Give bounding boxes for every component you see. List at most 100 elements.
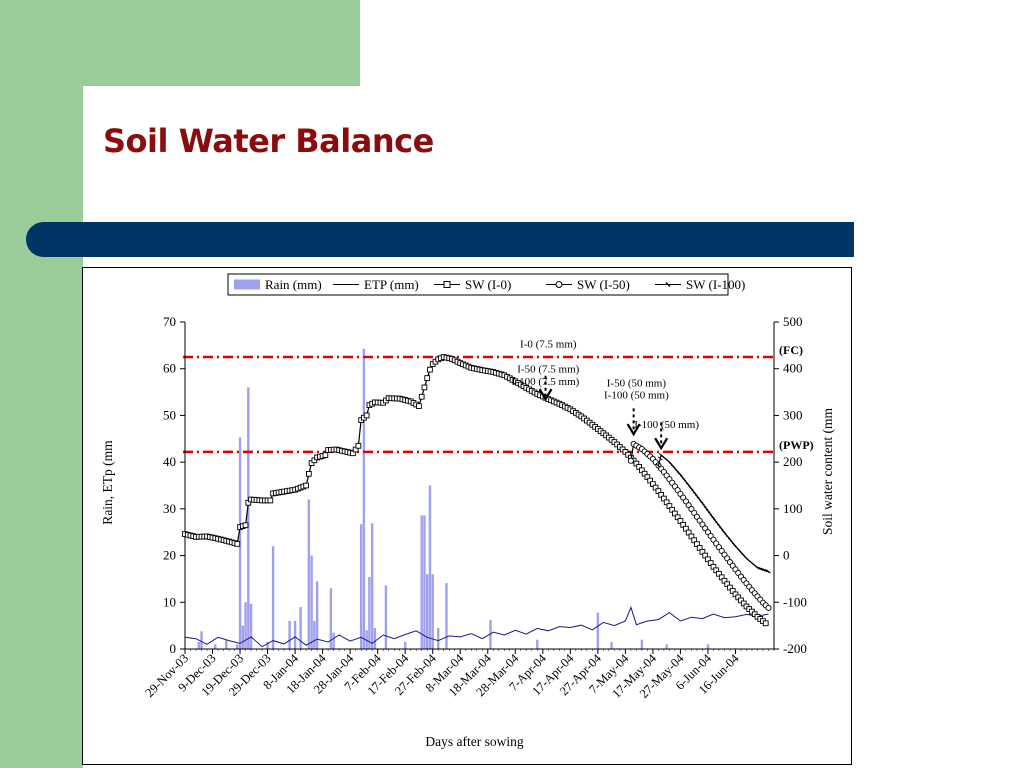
- right-tick-label: -100: [783, 594, 807, 609]
- sw-i50-series: [627, 440, 772, 611]
- legend-swatch-dash: [665, 282, 671, 287]
- rain-bar: [373, 627, 377, 649]
- sw-i0-series: [182, 354, 769, 627]
- legend-label: SW (I-50): [577, 277, 630, 292]
- right-tick-label: 400: [783, 361, 803, 376]
- sw-i100-marker: [669, 462, 674, 467]
- sw-i100-marker: [685, 482, 691, 487]
- rain-bar: [706, 644, 710, 649]
- sw-i100-marker: [700, 501, 705, 506]
- sw-i100-marker: [725, 535, 731, 540]
- sw-i100-marker: [713, 518, 718, 523]
- rain-bar: [370, 523, 374, 649]
- right-tick-label: 100: [783, 501, 803, 516]
- rain-bar: [197, 641, 200, 649]
- sw-i100-marker: [755, 565, 760, 570]
- legend-label: SW (I-100): [686, 277, 745, 292]
- rain-bar: [368, 577, 371, 649]
- rain-bar: [236, 644, 239, 649]
- sw-i100-marker: [718, 526, 724, 531]
- sw-i100-marker: [678, 472, 683, 477]
- rain-bar: [310, 555, 313, 649]
- arrow-head: [538, 388, 553, 402]
- left-tick-label: 60: [163, 361, 176, 376]
- arrow-head: [626, 423, 641, 437]
- sw-i50-marker: [627, 457, 634, 464]
- legend-swatch-circle: [555, 281, 563, 288]
- sw-i100-marker: [714, 521, 720, 526]
- sw-i100-marker: [762, 568, 768, 573]
- rain-bar: [489, 620, 492, 649]
- reference-line-label: (FC): [779, 343, 803, 357]
- rain-bar: [445, 583, 448, 649]
- sw-i0-marker: [267, 497, 274, 504]
- sw-i100-marker: [696, 496, 702, 501]
- rain-bar: [420, 515, 423, 649]
- left-tick-label: 30: [163, 501, 176, 516]
- left-tick-label: 50: [163, 407, 176, 422]
- rain-bar: [332, 632, 335, 649]
- sw-i100-series: [656, 453, 771, 574]
- rain-bars: [197, 348, 710, 649]
- navy-divider-bar: [26, 222, 854, 257]
- sw-i100-marker: [680, 475, 685, 480]
- sw-i100-marker: [760, 567, 766, 572]
- annotation-label: I-50 (50 mm): [607, 377, 667, 389]
- annotation-label: I-0 (7.5 mm): [520, 339, 577, 351]
- sw-i0-marker: [355, 442, 362, 449]
- annotation-label: I-100 (50 mm): [604, 390, 669, 402]
- reference-line-label: (PWP): [779, 438, 814, 452]
- rain-bar: [428, 485, 432, 649]
- x-axis-title: Days after sowing: [425, 734, 523, 749]
- rain-bar: [307, 499, 311, 649]
- rain-bar: [359, 524, 363, 649]
- sw-i50-marker: [765, 604, 772, 611]
- sw-i100-marker: [702, 503, 707, 508]
- annotation-label: I-50 (7.5 mm): [517, 363, 579, 375]
- rain-bar: [293, 620, 297, 649]
- etp-line: [184, 605, 769, 648]
- legend: Rain (mm) ETP (mm) SW (I-0) SW (I-50) SW (I-…: [227, 273, 745, 296]
- left-tick-label: 10: [163, 594, 176, 609]
- sw-i100-marker: [674, 468, 680, 473]
- sw-i0-marker: [363, 412, 370, 419]
- rain-bar: [329, 588, 333, 649]
- sw-i100-marker: [703, 506, 709, 511]
- sw-i0-marker: [306, 470, 312, 477]
- rain-bar: [536, 639, 539, 649]
- axes: 010203040506070-200-10001002003004005002…: [100, 314, 835, 749]
- sw-i0-marker: [424, 375, 431, 381]
- sw-i0-marker: [418, 393, 425, 400]
- sw-i100-marker: [716, 523, 722, 528]
- rain-bar: [596, 612, 600, 649]
- rain-bar: [640, 639, 644, 649]
- legend-label: SW (I-0): [465, 277, 511, 292]
- left-tick-label: 20: [163, 548, 176, 563]
- sw-i0-marker: [416, 403, 422, 409]
- rain-bar: [365, 630, 368, 649]
- sw-i100-marker: [724, 533, 729, 538]
- sw-i0-marker: [322, 452, 329, 458]
- rain-bar: [225, 639, 228, 649]
- etp-series: [184, 605, 769, 648]
- right-tick-label: 200: [783, 454, 803, 469]
- sw-i0-marker: [421, 384, 428, 391]
- rain-bar: [437, 627, 440, 649]
- rain-bar: [266, 641, 269, 649]
- sw-i100-marker: [707, 511, 713, 516]
- rain-bar: [241, 625, 244, 649]
- left-tick-label: 0: [170, 641, 177, 656]
- sw-i100-marker: [698, 499, 704, 504]
- green-side-band: [0, 0, 83, 768]
- sw-i100-marker: [722, 530, 727, 535]
- sw-i0-marker: [303, 482, 309, 489]
- legend-label: ETP (mm): [364, 277, 419, 292]
- rain-bar: [426, 574, 429, 649]
- chart-canvas: (FC) (PWP) 0 10 20 30 40 50 60 70 -200 -100 0 100 200…: [100, 273, 835, 749]
- rain-bar: [403, 641, 407, 649]
- sw-i100-marker: [670, 464, 676, 469]
- sw-i100-marker: [766, 569, 771, 574]
- rain-bar: [244, 602, 247, 649]
- right-tick-label: -200: [783, 641, 807, 656]
- slide-title: Soil Water Balance: [103, 122, 434, 160]
